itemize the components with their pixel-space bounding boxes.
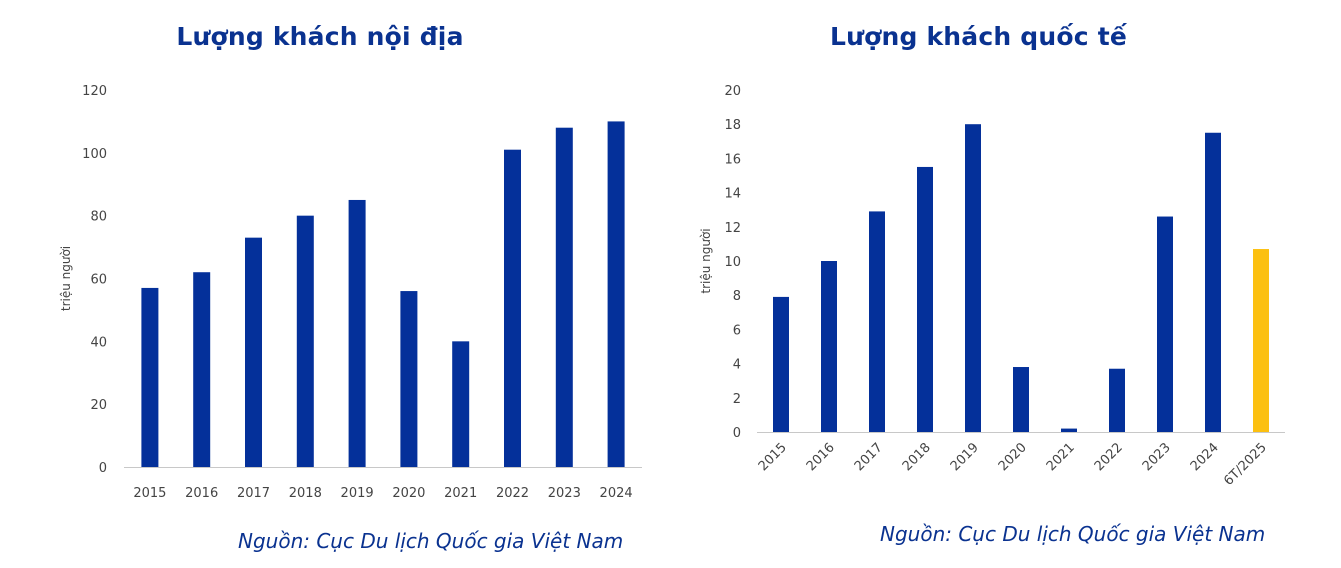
bar-2021	[1061, 428, 1077, 432]
y-tick-label: 2	[733, 392, 741, 407]
y-tick-label: 20	[90, 398, 107, 413]
x-tick-label: 2021	[444, 486, 477, 501]
x-tick-label: 2017	[237, 486, 270, 501]
bar-2017	[869, 211, 885, 432]
x-tick-label: 2018	[900, 440, 934, 474]
x-tick-label: 2021	[1044, 440, 1078, 474]
x-tick-label: 2023	[548, 486, 581, 501]
y-tick-label: 100	[82, 147, 107, 162]
x-tick-label: 2016	[185, 486, 218, 501]
domestic-bar-chart: 0 20 40 60 80 100 120 triệu người 2015 2016 2017 20…	[59, 84, 642, 501]
chart-title: Lượng khách nội địa	[176, 22, 464, 51]
y-tick-label: 0	[99, 461, 107, 476]
bar-2024	[1205, 132, 1221, 432]
y-axis-label: triệu người	[699, 228, 713, 293]
bar-2016	[821, 261, 837, 432]
bar-2018	[296, 215, 314, 467]
source-note: Nguồn: Cục Du lịch Quốc gia Việt Nam	[880, 522, 1266, 546]
x-tick-label: 2024	[600, 486, 633, 501]
bar-2021	[452, 341, 470, 467]
x-tick-label: 2018	[289, 486, 322, 501]
x-tick-label: 2022	[1092, 440, 1126, 474]
bar-2016	[193, 272, 211, 467]
y-tick-label: 40	[90, 335, 107, 350]
bar-2024	[607, 121, 625, 468]
bar-2022	[1109, 368, 1125, 432]
y-tick-label: 80	[90, 210, 107, 225]
bar-2023	[555, 127, 573, 467]
international-chart-panel: Lượng khách quốc tế 0 2 4 6 8 10 12 14 16 18 20 tri…	[670, 0, 1341, 568]
bar-2020	[400, 291, 418, 467]
x-tick-label: 2020	[996, 440, 1030, 474]
x-tick-label: 2023	[1140, 440, 1174, 474]
x-tick-label: 2019	[948, 440, 982, 474]
x-tick-label: 2019	[341, 486, 374, 501]
y-axis-label: triệu người	[59, 246, 73, 311]
y-tick-label: 0	[733, 426, 741, 441]
y-tick-label: 8	[733, 289, 741, 304]
y-tick-label: 18	[724, 118, 741, 133]
bar-2020	[1013, 367, 1029, 432]
x-tick-label: 2024	[1188, 440, 1222, 474]
y-tick-label: 20	[724, 84, 741, 99]
y-tick-label: 16	[724, 152, 741, 167]
bar-2015	[141, 287, 159, 467]
bar-2018	[917, 166, 933, 432]
y-tick-label: 6	[733, 323, 741, 338]
bar-2019	[965, 124, 981, 432]
y-tick-label: 10	[724, 255, 741, 270]
x-tick-label: 2017	[852, 440, 886, 474]
bar-6T-2025	[1253, 249, 1269, 432]
international-bar-chart: 0 2 4 6 8 10 12 14 16 18 20 triệu người 2015 2016 2017…	[699, 84, 1285, 489]
y-tick-label: 12	[724, 221, 741, 236]
x-tick-label: 2022	[496, 486, 529, 501]
y-tick-label: 14	[724, 187, 741, 202]
x-tick-label: 2015	[756, 440, 790, 474]
x-tick-label: 6T/2025	[1221, 440, 1270, 489]
x-tick-label: 2016	[804, 440, 838, 474]
bar-2022	[504, 149, 521, 468]
x-tick-label: 2020	[392, 486, 425, 501]
source-note: Nguồn: Cục Du lịch Quốc gia Việt Nam	[238, 529, 624, 553]
bar-2023	[1157, 216, 1173, 432]
y-tick-label: 60	[90, 273, 107, 288]
bar-2015	[773, 296, 789, 432]
bar-2019	[348, 199, 366, 468]
y-tick-label: 120	[82, 84, 107, 99]
y-tick-label: 4	[733, 358, 741, 373]
bar-2017	[245, 237, 262, 467]
x-tick-label: 2015	[133, 486, 166, 501]
domestic-chart-panel: Lượng khách nội địa 0 20 40 60 80 100 120 triệu…	[0, 0, 670, 568]
chart-title: Lượng khách quốc tế	[829, 22, 1127, 51]
